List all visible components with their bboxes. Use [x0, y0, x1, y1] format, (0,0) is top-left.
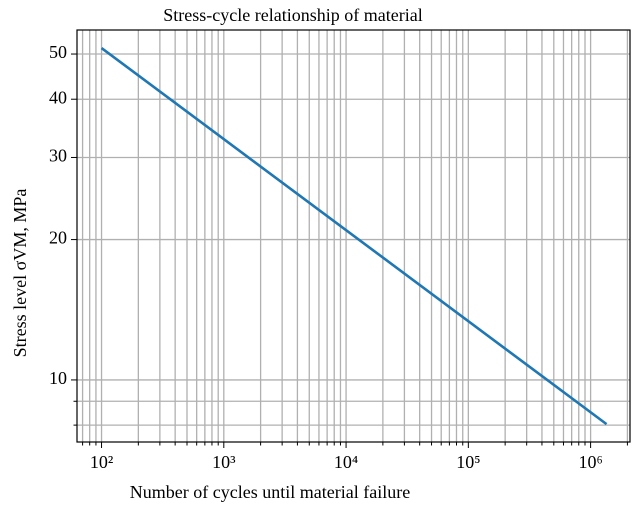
x-tick-label: 10⁴	[334, 452, 358, 472]
x-tick-label: 10²	[90, 452, 113, 472]
x-tick-label: 10³	[212, 452, 236, 472]
x-tick-label: 10⁶	[578, 452, 602, 472]
plot-frame	[76, 29, 631, 443]
y-tick-label: 50	[49, 42, 67, 62]
y-tick-label: 10	[49, 368, 67, 388]
data-line	[100, 47, 608, 426]
y-tick-label: 40	[49, 87, 67, 107]
y-tick-label: 20	[49, 228, 67, 248]
x-axis-label: Number of cycles until material failure	[130, 482, 410, 502]
y-tick-label: 30	[49, 146, 67, 166]
y-axis-label: Stress level σVM, MPa	[10, 189, 30, 358]
x-tick-label: 10⁵	[456, 452, 480, 472]
chart-title: Stress-cycle relationship of material	[163, 5, 422, 25]
